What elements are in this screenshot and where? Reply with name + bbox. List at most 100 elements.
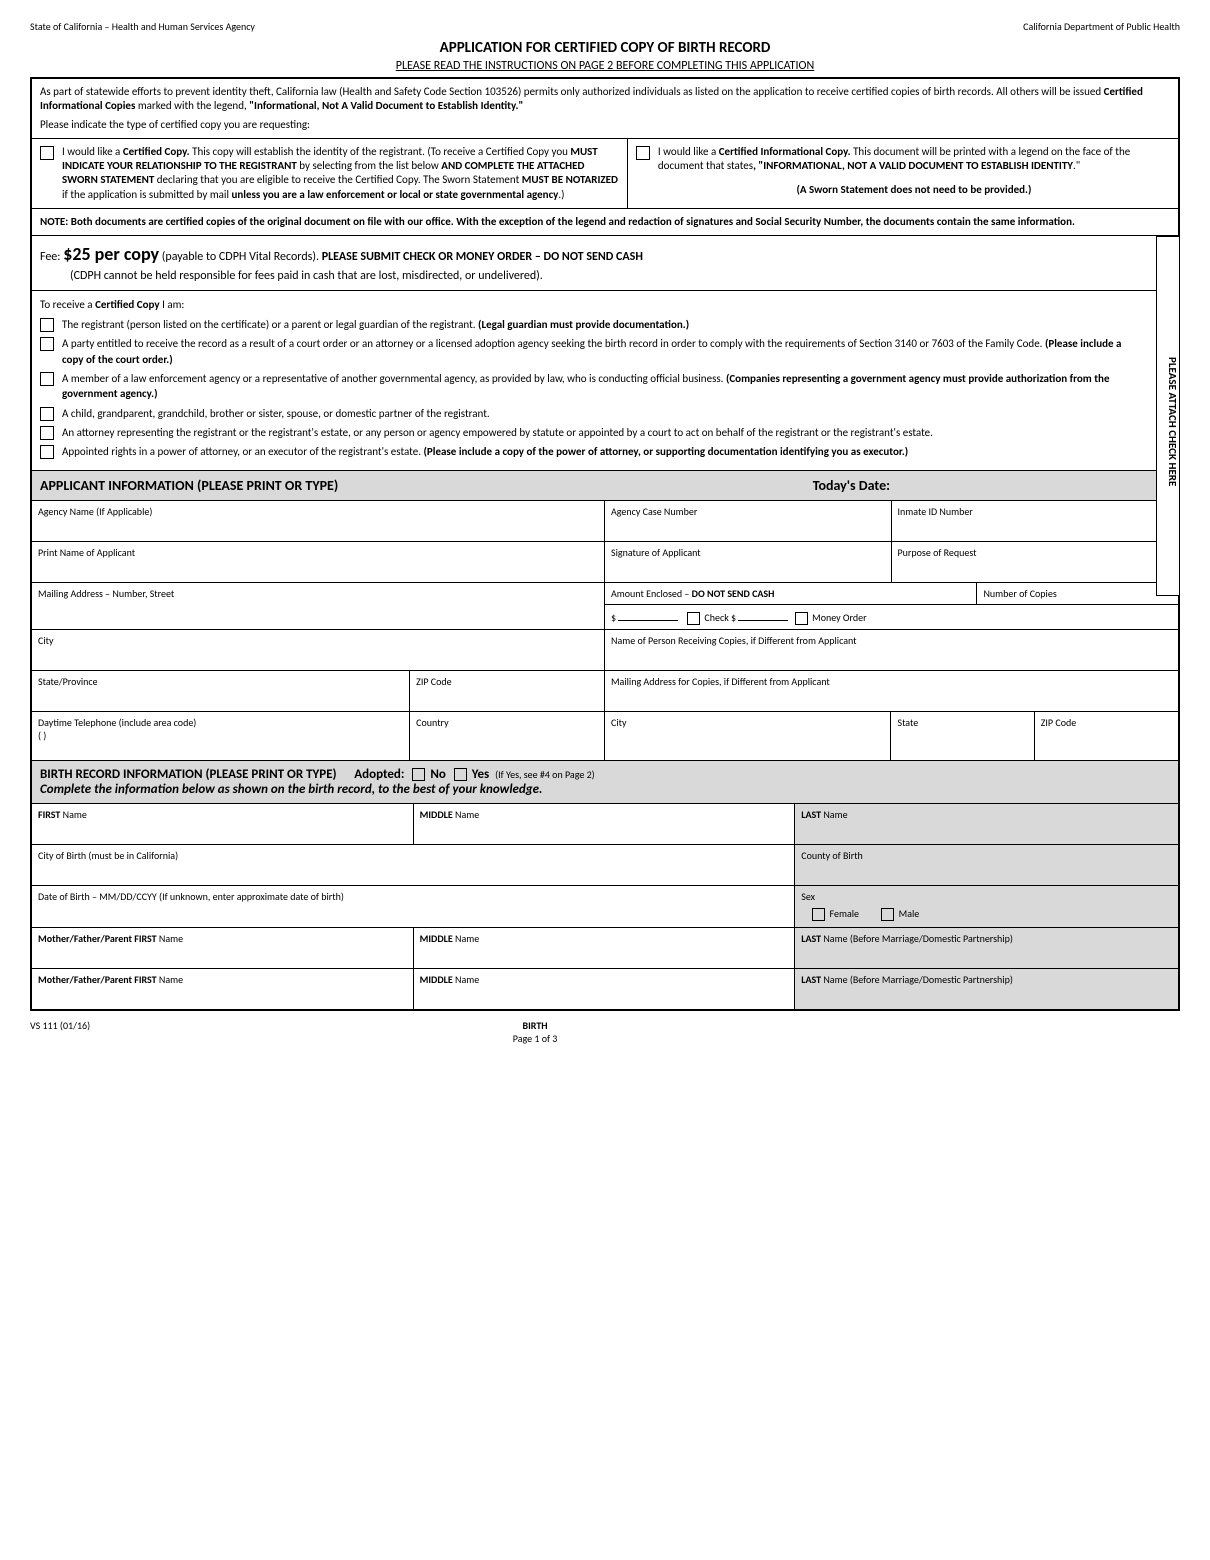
- county-birth-cell[interactable]: County of Birth: [795, 845, 1178, 885]
- signature-label: Signature of Applicant: [611, 546, 885, 559]
- parent2-middle-bold: MIDDLE: [420, 973, 453, 986]
- fee-suffix: (payable to CDPH Vital Records).: [159, 250, 322, 264]
- eligibility-item-3: A child, grandparent, grandchild, brothe…: [40, 406, 1170, 421]
- parent2-last-bold: LAST: [801, 973, 821, 986]
- money-order-label: Money Order: [812, 611, 866, 624]
- parent1-last-text: Name (Before Marriage/Domestic Partnersh…: [821, 932, 1013, 945]
- form-outer-border: As part of statewide efforts to prevent …: [30, 77, 1180, 1011]
- informational-copy-option: I would like a Certified Informational C…: [628, 139, 1178, 208]
- parent1-last-cell[interactable]: LAST Name (Before Marriage/Domestic Part…: [795, 928, 1178, 968]
- zip2-cell[interactable]: ZIP Code: [1035, 712, 1178, 760]
- zip-cell[interactable]: ZIP Code: [410, 671, 605, 711]
- certified-copy-option: I would like a Certified Copy. This copy…: [32, 139, 628, 208]
- fee-box: Fee: $25 per copy (payable to CDPH Vital…: [32, 236, 1178, 291]
- parent2-first-cell[interactable]: Mother/Father/Parent FIRST Name: [32, 969, 414, 1009]
- first-name-bold: FIRST: [38, 808, 60, 821]
- adopted-yes-label: Yes: [472, 767, 489, 782]
- zip-label: ZIP Code: [416, 675, 598, 688]
- eligibility-checkbox-0[interactable]: [40, 318, 54, 332]
- print-name-label: Print Name of Applicant: [38, 546, 598, 559]
- dollar-sign: $: [611, 611, 616, 624]
- header-left: State of California – Health and Human S…: [30, 20, 255, 33]
- parent1-middle-cell[interactable]: MIDDLE Name: [414, 928, 796, 968]
- money-order-checkbox[interactable]: [795, 612, 808, 625]
- state-province-cell[interactable]: State/Province: [32, 671, 410, 711]
- eligibility-text-5: Appointed rights in a power of attorney,…: [62, 444, 908, 459]
- eligibility-item-2: A member of a law enforcement agency or …: [40, 371, 1170, 402]
- daytime-phone-cell[interactable]: Daytime Telephone (include area code) ( …: [32, 712, 410, 760]
- first-name-text: Name: [60, 808, 86, 821]
- agency-name-label: Agency Name (If Applicable): [38, 505, 598, 518]
- receiving-name-label: Name of Person Receiving Copies, if Diff…: [611, 634, 1172, 647]
- amount-enclosed-label-b: DO NOT SEND CASH: [692, 587, 775, 600]
- applicant-header-right: Today's Date:: [813, 477, 1170, 494]
- state-cell[interactable]: State: [891, 712, 1034, 760]
- parent2-last-cell[interactable]: LAST Name (Before Marriage/Domestic Part…: [795, 969, 1178, 1009]
- eligibility-box: To receive a Certified Copy I am: The re…: [32, 291, 1178, 471]
- intro-text-2: marked with the legend,: [135, 99, 249, 112]
- adopted-yes-note: (If Yes, see #4 on Page 2): [495, 768, 595, 781]
- parent2-middle-cell[interactable]: MIDDLE Name: [414, 969, 796, 1009]
- country-cell[interactable]: Country: [410, 712, 605, 760]
- fee-prefix: Fee:: [40, 250, 63, 264]
- eligibility-checkbox-1[interactable]: [40, 337, 54, 351]
- intro-bold-2: "Informational, Not A Valid Document to …: [249, 99, 523, 112]
- print-name-cell[interactable]: Print Name of Applicant: [32, 542, 605, 582]
- parent1-first-cell[interactable]: Mother/Father/Parent FIRST Name: [32, 928, 414, 968]
- applicant-row-2: Print Name of Applicant Signature of App…: [32, 542, 1178, 583]
- parent2-first-text: Name: [157, 973, 183, 986]
- female-checkbox[interactable]: [812, 908, 825, 921]
- page-header: State of California – Health and Human S…: [30, 20, 1180, 33]
- check-blank[interactable]: [738, 609, 788, 621]
- intro-box: As part of statewide efforts to prevent …: [32, 79, 1178, 139]
- middle-name-cell[interactable]: MIDDLE Name: [414, 804, 796, 844]
- birth-row-1: FIRST Name MIDDLE Name LAST Name: [32, 804, 1178, 845]
- birth-header-line2: Complete the information below as shown …: [40, 782, 1170, 797]
- last-name-cell[interactable]: LAST Name: [795, 804, 1178, 844]
- birth-row-4: Mother/Father/Parent FIRST Name MIDDLE N…: [32, 928, 1178, 969]
- receiving-name-cell[interactable]: Name of Person Receiving Copies, if Diff…: [605, 630, 1178, 670]
- city-birth-cell[interactable]: City of Birth (must be in California): [32, 845, 795, 885]
- intro-text-1: As part of statewide efforts to prevent …: [40, 85, 1104, 98]
- mailing-addr-cell[interactable]: Mailing Address – Number, Street: [32, 583, 605, 629]
- mailing-addr-label: Mailing Address – Number, Street: [38, 587, 598, 600]
- num-copies-cell[interactable]: Number of Copies: [977, 583, 1178, 604]
- city-cell[interactable]: City: [32, 630, 605, 670]
- sworn-not-needed: (A Sworn Statement does not need to be p…: [796, 183, 1031, 196]
- middle-name-bold: MIDDLE: [420, 808, 453, 821]
- amount-enclosed-cell[interactable]: Amount Enclosed – DO NOT SEND CASH: [605, 583, 977, 604]
- check-checkbox[interactable]: [687, 612, 700, 625]
- eligibility-checkbox-5[interactable]: [40, 445, 54, 459]
- male-checkbox[interactable]: [881, 908, 894, 921]
- sex-cell: Sex Female Male: [795, 886, 1178, 927]
- signature-cell[interactable]: Signature of Applicant: [605, 542, 892, 582]
- eligibility-text-3: A child, grandparent, grandchild, brothe…: [62, 406, 490, 421]
- amount-blank[interactable]: [618, 609, 678, 621]
- page-footer: VS 111 (01/16) BIRTH Page 1 of 3: [30, 1019, 1180, 1045]
- agency-name-cell[interactable]: Agency Name (If Applicable): [32, 501, 605, 541]
- amount-enclosed-label-a: Amount Enclosed –: [611, 587, 692, 600]
- eligibility-checkbox-3[interactable]: [40, 407, 54, 421]
- footer-right-spacer: [980, 1019, 1180, 1045]
- adopted-yes-checkbox[interactable]: [454, 768, 467, 781]
- city2-cell[interactable]: City: [605, 712, 892, 760]
- copies-mailing-label: Mailing Address for Copies, if Different…: [611, 675, 1172, 688]
- certified-copy-checkbox[interactable]: [40, 146, 54, 160]
- copies-mailing-cell[interactable]: Mailing Address for Copies, if Different…: [605, 671, 1178, 711]
- dob-cell[interactable]: Date of Birth – MM/DD/CCYY (If unknown, …: [32, 886, 795, 927]
- eligibility-checkbox-4[interactable]: [40, 426, 54, 440]
- inmate-id-cell[interactable]: Inmate ID Number: [892, 501, 1179, 541]
- note-box: NOTE: Both documents are certified copie…: [32, 209, 1178, 236]
- first-name-cell[interactable]: FIRST Name: [32, 804, 414, 844]
- agency-case-cell[interactable]: Agency Case Number: [605, 501, 892, 541]
- birth-row-3: Date of Birth – MM/DD/CCYY (If unknown, …: [32, 886, 1178, 928]
- eligibility-checkbox-2[interactable]: [40, 372, 54, 386]
- applicant-row-6: Daytime Telephone (include area code) ( …: [32, 712, 1178, 761]
- purpose-cell[interactable]: Purpose of Request: [892, 542, 1179, 582]
- daytime-phone-label: Daytime Telephone (include area code): [38, 716, 403, 729]
- parent2-last-text: Name (Before Marriage/Domestic Partnersh…: [821, 973, 1013, 986]
- header-right: California Department of Public Health: [1023, 20, 1180, 33]
- eligibility-item-5: Appointed rights in a power of attorney,…: [40, 444, 1170, 459]
- adopted-no-checkbox[interactable]: [412, 768, 425, 781]
- informational-copy-checkbox[interactable]: [636, 146, 650, 160]
